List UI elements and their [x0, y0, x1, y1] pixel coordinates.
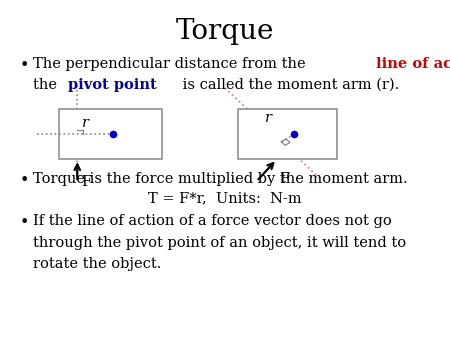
Text: r: r: [81, 116, 89, 130]
Text: Torque: Torque: [176, 18, 274, 45]
Text: If the line of action of a force vector does not go: If the line of action of a force vector …: [33, 214, 392, 228]
Bar: [58, 109, 162, 159]
Text: is called the moment arm (r).: is called the moment arm (r).: [178, 78, 400, 92]
Text: line of action: line of action: [376, 57, 450, 71]
Text: •: •: [20, 214, 29, 232]
Text: F: F: [81, 175, 92, 190]
Text: the: the: [33, 78, 61, 92]
Text: F: F: [279, 172, 289, 186]
Text: through the pivot point of an object, it will tend to: through the pivot point of an object, it…: [33, 236, 406, 249]
Text: T = F*r,  Units:  N-m: T = F*r, Units: N-m: [148, 192, 302, 206]
Bar: [238, 109, 338, 159]
Text: •: •: [20, 57, 29, 74]
Text: r: r: [265, 111, 272, 125]
Text: Torque is the force multiplied by the moment arm.: Torque is the force multiplied by the mo…: [33, 172, 407, 186]
Text: •: •: [20, 172, 29, 189]
Text: The perpendicular distance from the: The perpendicular distance from the: [33, 57, 310, 71]
Text: rotate the object.: rotate the object.: [33, 257, 161, 271]
Text: pivot point: pivot point: [68, 78, 157, 92]
